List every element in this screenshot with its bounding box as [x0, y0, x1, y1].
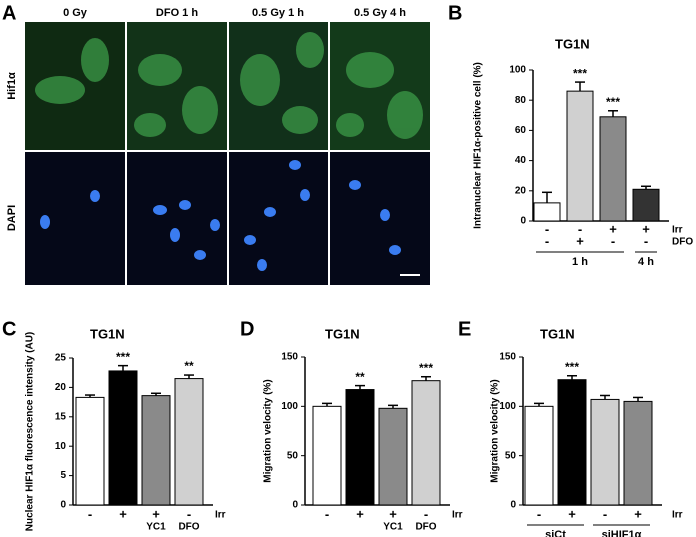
- category-label: DFO: [415, 522, 436, 533]
- condition-mark: +: [634, 506, 642, 521]
- micrograph-column-label: DFO 1 h: [156, 7, 198, 19]
- condition-name: Irr: [672, 510, 683, 521]
- condition-mark: -: [578, 221, 582, 236]
- panel-label: E: [458, 318, 471, 340]
- significance: ***: [116, 350, 130, 364]
- y-tick-label: 20: [55, 382, 67, 393]
- condition-mark: -: [644, 233, 648, 248]
- condition-name: Irr: [672, 225, 683, 236]
- condition-mark: +: [576, 233, 584, 248]
- condition-mark: -: [187, 506, 191, 521]
- bar: [566, 90, 594, 222]
- panel-label: B: [448, 2, 462, 24]
- condition-mark: +: [568, 506, 576, 521]
- y-tick-label: 80: [515, 95, 527, 106]
- condition-mark: +: [119, 506, 127, 521]
- panel-label: D: [240, 318, 254, 340]
- bar: [590, 398, 620, 506]
- chart-title: TG1N: [325, 326, 360, 341]
- y-tick-label: 20: [515, 185, 527, 196]
- condition-mark: -: [603, 506, 607, 521]
- condition-mark: -: [545, 221, 549, 236]
- condition-name: Irr: [452, 510, 463, 521]
- micrograph-column-label: 0.5 Gy 4 h: [354, 7, 406, 19]
- micrograph-row-label: DAPI: [6, 205, 18, 231]
- micrograph-column-label: 0 Gy: [63, 7, 88, 19]
- group-label: siHIF1α: [602, 529, 642, 537]
- micrograph-row-label: Hif1α: [6, 72, 18, 100]
- category-label: YC1: [383, 522, 403, 533]
- condition-mark: +: [356, 506, 364, 521]
- bar: [623, 400, 653, 506]
- significance: ***: [606, 95, 620, 109]
- category-label: YC1: [146, 522, 166, 533]
- bar: [174, 378, 204, 506]
- significance: ***: [565, 360, 579, 374]
- bar: [345, 389, 375, 506]
- bar: [108, 370, 138, 506]
- condition-mark: +: [152, 506, 160, 521]
- significance: **: [184, 359, 194, 373]
- bar: [533, 202, 561, 222]
- condition-mark: +: [642, 221, 650, 236]
- y-tick-label: 100: [509, 65, 526, 76]
- y-tick-label: 40: [515, 155, 527, 166]
- bar: [632, 188, 660, 222]
- bar: [378, 407, 408, 506]
- condition-mark: -: [537, 506, 541, 521]
- y-tick-label: 10: [55, 441, 67, 452]
- group-label: 1 h: [572, 256, 588, 268]
- y-tick-label: 5: [60, 470, 66, 481]
- significance: **: [355, 370, 365, 384]
- significance: ***: [573, 66, 587, 80]
- panel-label: C: [2, 318, 16, 340]
- y-tick-label: 150: [499, 352, 516, 363]
- y-axis-label: Intranuclear HIF1α-positive cell (%): [473, 62, 484, 229]
- condition-mark: -: [88, 506, 92, 521]
- bar: [557, 379, 587, 506]
- y-axis-label: Migration velocity (%): [490, 379, 501, 482]
- bar: [599, 116, 627, 222]
- condition-mark: -: [325, 506, 329, 521]
- condition-mark: -: [611, 233, 615, 248]
- micrograph-grid: [25, 22, 430, 285]
- bar: [411, 380, 441, 506]
- chart-title: TG1N: [90, 326, 125, 341]
- y-tick-label: 60: [515, 125, 527, 136]
- y-tick-label: 100: [499, 401, 516, 412]
- y-axis-label: Nuclear HIF1α fluorescence intensity (AU…: [25, 332, 36, 532]
- condition-mark: +: [389, 506, 397, 521]
- y-tick-label: 0: [510, 500, 516, 511]
- condition-name: DFO: [672, 237, 693, 248]
- bar: [141, 395, 171, 506]
- chart-title: TG1N: [540, 326, 575, 341]
- bar: [524, 405, 554, 506]
- y-tick-label: 0: [292, 500, 298, 511]
- y-tick-label: 0: [520, 216, 526, 227]
- condition-mark: +: [609, 221, 617, 236]
- group-label: 4 h: [638, 256, 654, 268]
- y-tick-label: 15: [55, 411, 67, 422]
- category-label: DFO: [178, 522, 199, 533]
- micrograph-column-label: 0.5 Gy 1 h: [252, 7, 304, 19]
- bar: [312, 405, 342, 506]
- y-tick-label: 50: [287, 450, 299, 461]
- y-axis-label: Migration velocity (%): [263, 379, 274, 482]
- chart-title: TG1N: [555, 36, 590, 51]
- condition-mark: -: [545, 233, 549, 248]
- y-tick-label: 150: [281, 352, 298, 363]
- bar: [75, 396, 105, 506]
- condition-name: Irr: [215, 510, 226, 521]
- y-tick-label: 25: [55, 353, 67, 364]
- y-tick-label: 0: [60, 500, 66, 511]
- y-tick-label: 100: [281, 401, 298, 412]
- group-label: siCt: [545, 529, 566, 537]
- significance: ***: [419, 361, 433, 375]
- y-tick-label: 50: [505, 450, 517, 461]
- condition-mark: -: [424, 506, 428, 521]
- panel-label: A: [2, 2, 16, 24]
